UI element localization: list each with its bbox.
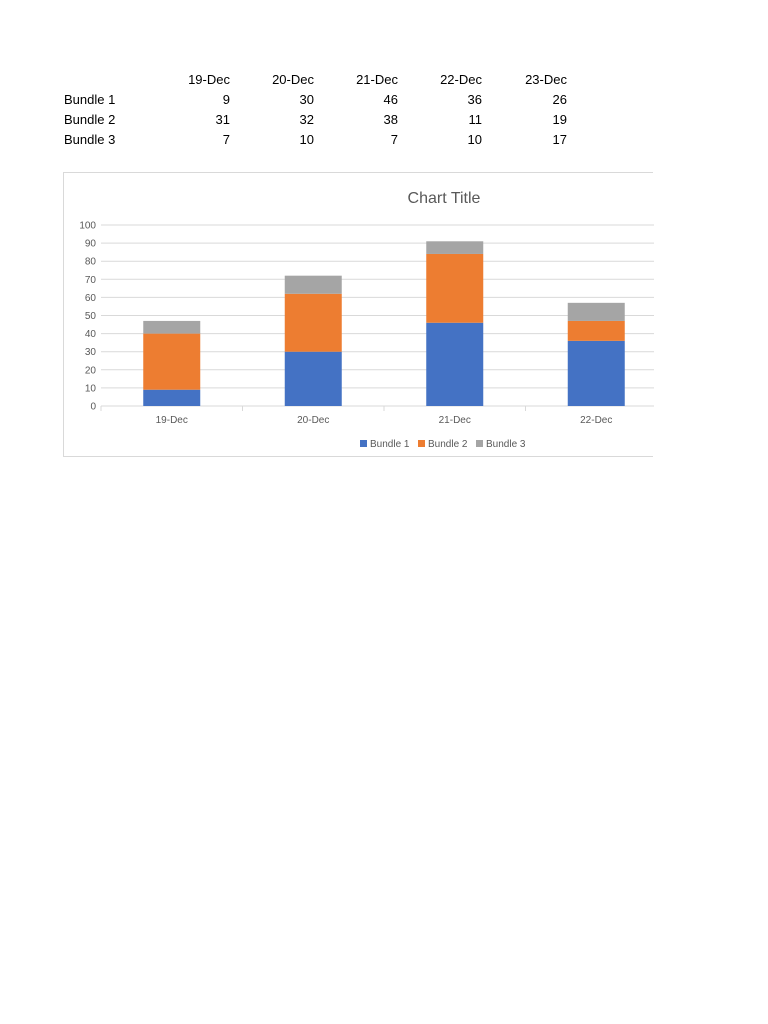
cell-bundle-1-19-dec[interactable]: 9 [222, 92, 230, 107]
cell-bundle-3-21-dec[interactable]: 7 [390, 132, 398, 147]
cell-bundle-2-22-dec[interactable]: 11 [468, 112, 483, 127]
legend-swatch-bundle-3 [476, 440, 483, 447]
cell-bundle-1-21-dec[interactable]: 46 [383, 92, 398, 107]
y-tick-label: 50 [85, 311, 97, 322]
y-tick-label: 30 [85, 347, 97, 358]
bar-segment-bundle-2-20-dec[interactable] [284, 293, 342, 352]
bar-segment-bundle-1-21-dec[interactable] [426, 322, 484, 406]
legend-label-bundle-1[interactable]: Bundle 1 [370, 439, 410, 450]
x-tick-label: 20-Dec [297, 415, 329, 426]
bar-segment-bundle-1-22-dec[interactable] [567, 340, 625, 406]
x-tick-label: 22-Dec [580, 415, 612, 426]
y-tick-label: 20 [85, 365, 97, 376]
axes: 0 10 20 30 40 50 60 70 80 90 100 19-Dec 20-Dec 21-Dec… [79, 221, 612, 427]
bar-segment-bundle-2-22-dec[interactable] [567, 320, 625, 341]
legend-label-bundle-3[interactable]: Bundle 3 [486, 439, 526, 450]
column-header-21-dec[interactable]: 21-Dec [356, 72, 398, 87]
bar-segment-bundle-3-20-dec[interactable] [284, 275, 342, 294]
row-label-bundle-2[interactable]: Bundle 2 [64, 112, 116, 127]
cell-bundle-2-19-dec[interactable]: 31 [215, 112, 230, 127]
bar-segment-bundle-1-19-dec[interactable] [143, 389, 201, 406]
chart-title[interactable]: Chart Title [408, 190, 481, 207]
cell-bundle-2-21-dec[interactable]: 38 [383, 112, 398, 127]
cell-bundle-3-20-dec[interactable]: 10 [299, 132, 314, 147]
bar-segment-bundle-1-20-dec[interactable] [284, 351, 342, 406]
y-tick-label: 10 [85, 383, 97, 394]
legend-swatch-bundle-1 [360, 440, 367, 447]
y-tick-label: 100 [79, 221, 96, 232]
legend-label-bundle-2[interactable]: Bundle 2 [428, 439, 468, 450]
row-label-bundle-3[interactable]: Bundle 3 [64, 132, 116, 147]
row-label-bundle-1[interactable]: Bundle 1 [64, 92, 116, 107]
bar-segment-bundle-3-22-dec[interactable] [567, 302, 625, 321]
stacked-bar-chart: Chart Title 0 10 20 30 40 50 60 70 80 90 100 19-Dec… [79, 190, 654, 450]
bar-segment-bundle-3-19-dec[interactable] [143, 320, 201, 334]
column-header-19-dec[interactable]: 19-Dec [188, 72, 230, 87]
cell-bundle-3-23-dec[interactable]: 17 [552, 132, 567, 147]
chart-area[interactable]: Chart Title 0 10 20 30 40 50 60 70 80 90 100 19-Dec… [63, 172, 654, 457]
y-tick-label: 90 [85, 239, 97, 250]
cell-bundle-2-23-dec[interactable]: 19 [552, 112, 567, 127]
bar-segment-bundle-2-21-dec[interactable] [426, 253, 484, 323]
cell-bundle-1-22-dec[interactable]: 36 [467, 92, 482, 107]
x-tick-label: 19-Dec [156, 415, 188, 426]
cell-bundle-3-22-dec[interactable]: 10 [467, 132, 482, 147]
y-tick-label: 70 [85, 275, 97, 286]
column-header-23-dec[interactable]: 23-Dec [525, 72, 567, 87]
bar-segment-bundle-2-19-dec[interactable] [143, 333, 201, 390]
cell-bundle-2-20-dec[interactable]: 32 [299, 112, 314, 127]
legend[interactable]: Bundle 1 Bundle 2 Bundle 3 [360, 439, 526, 450]
cell-bundle-1-23-dec[interactable]: 26 [552, 92, 567, 107]
bars [143, 241, 625, 406]
spreadsheet-data-table: 19-Dec 20-Dec 21-Dec 22-Dec 23-Dec Bundl… [0, 0, 768, 160]
column-header-20-dec[interactable]: 20-Dec [272, 72, 314, 87]
column-header-22-dec[interactable]: 22-Dec [440, 72, 482, 87]
bar-segment-bundle-3-21-dec[interactable] [426, 241, 484, 254]
cell-bundle-1-20-dec[interactable]: 30 [299, 92, 314, 107]
y-tick-label: 80 [85, 257, 97, 268]
legend-swatch-bundle-2 [418, 440, 425, 447]
y-tick-label: 40 [85, 329, 97, 340]
cell-bundle-3-19-dec[interactable]: 7 [222, 132, 230, 147]
y-tick-label: 0 [90, 402, 96, 413]
y-tick-label: 60 [85, 293, 97, 304]
x-tick-label: 21-Dec [439, 415, 471, 426]
